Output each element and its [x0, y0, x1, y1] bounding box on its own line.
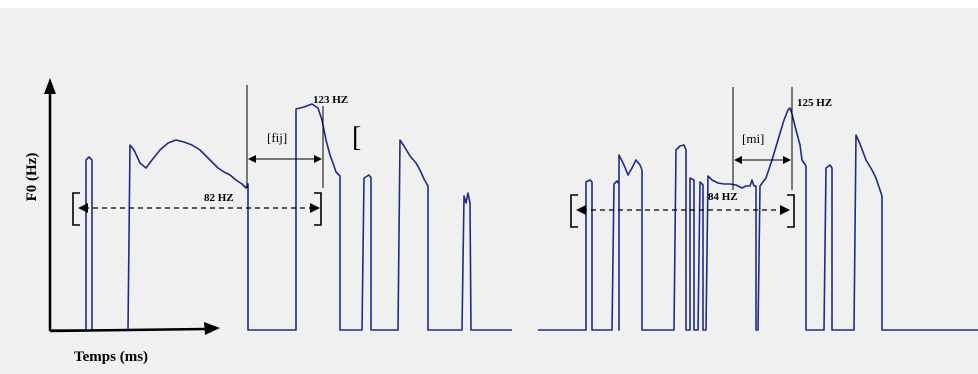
bracket-mark: [ [352, 122, 361, 153]
right-low-label: 84 HZ [708, 191, 738, 203]
right-high-label: 125 HZ [797, 97, 832, 109]
left-fij-arrowhead-left [248, 155, 256, 163]
right-span-arrowhead-left [576, 205, 586, 215]
panel-background [0, 8, 978, 374]
y-axis-arrowhead [44, 78, 56, 94]
left-span-bracket-open [72, 192, 80, 226]
right-mi-arrowhead-left [734, 156, 742, 164]
left-fij-arrowhead-right [314, 155, 322, 163]
left-high-label: 123 HZ [313, 94, 348, 106]
left-span-arrowhead-left [78, 203, 88, 213]
x-axis-arrowhead [204, 322, 220, 335]
f0-trace-right [538, 107, 978, 331]
left-span-bracket-close [314, 192, 322, 226]
right-span-bracket-open [570, 194, 578, 228]
right-mi-arrowhead-right [783, 156, 791, 164]
left-low-label: 82 HZ [204, 192, 234, 204]
x-axis [49, 327, 207, 333]
right-segment-label: [mi] [742, 131, 764, 146]
f0-trace-left [50, 103, 512, 331]
left-segment-label: [fij] [267, 130, 287, 145]
x-axis-label: Temps (ms) [74, 349, 148, 365]
y-axis-label: F0 (Hz) [24, 153, 40, 202]
right-span-bracket-close [787, 194, 795, 228]
left-span-arrowhead-right [310, 203, 320, 213]
right-span-arrowhead-right [780, 205, 790, 215]
